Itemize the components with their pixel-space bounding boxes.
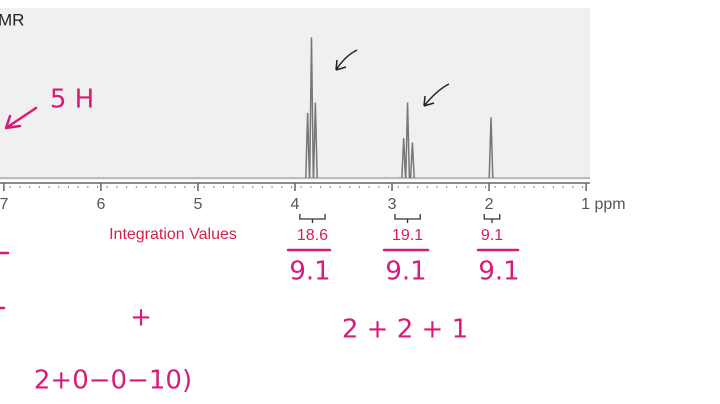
handwritten-note: + bbox=[130, 303, 152, 333]
handwritten-note: 9.1 bbox=[289, 257, 330, 287]
integration-title: Integration Values bbox=[109, 226, 237, 243]
integration-bracket bbox=[483, 214, 501, 223]
x-tick-label: 5 bbox=[194, 196, 203, 213]
handwritten-note: 2 + 2 + 1 bbox=[342, 315, 468, 345]
handwritten-note: 5 H bbox=[50, 85, 94, 115]
peak bbox=[405, 102, 411, 179]
handwritten-note: 2+0−0−10) bbox=[34, 366, 192, 396]
handwritten-note: 9.1 bbox=[478, 257, 519, 287]
handwriting-strokes bbox=[0, 106, 520, 310]
integration-bracket bbox=[299, 214, 326, 223]
x-tick-label: 4 bbox=[291, 196, 300, 213]
x-tick-label: 2 bbox=[485, 196, 494, 213]
integration-bracket bbox=[394, 214, 421, 223]
peak bbox=[312, 102, 318, 179]
peak bbox=[409, 142, 415, 179]
peak bbox=[305, 112, 311, 179]
x-tick-label: 6 bbox=[96, 196, 105, 213]
integration-value: 9.1 bbox=[481, 227, 503, 244]
peak bbox=[308, 37, 315, 179]
peak bbox=[401, 138, 407, 179]
peak bbox=[488, 117, 494, 179]
x-tick-label: 1 ppm bbox=[581, 196, 625, 213]
x-tick-label: 7 bbox=[0, 196, 8, 213]
minor-ticks bbox=[3, 183, 590, 188]
integration-value: 19.1 bbox=[392, 227, 423, 244]
panel-title: MR bbox=[0, 10, 24, 29]
arrows bbox=[335, 49, 450, 107]
integration-value: 18.6 bbox=[297, 227, 328, 244]
handwritten-note: 9.1 bbox=[385, 257, 426, 287]
x-tick-label: 3 bbox=[388, 196, 397, 213]
